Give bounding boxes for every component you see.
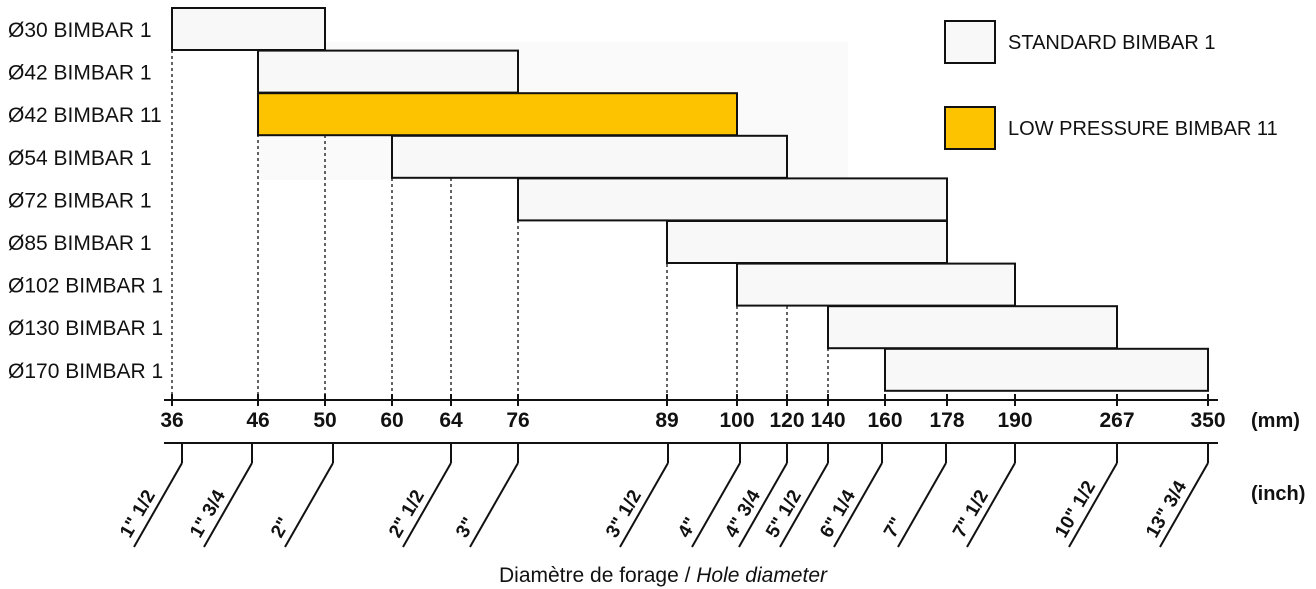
inch-leader [203, 462, 253, 548]
legend-swatch [944, 106, 996, 150]
legend-label: STANDARD BIMBAR 1 [1008, 32, 1215, 54]
inch-leader [738, 462, 788, 548]
mm-tick-label: 50 [313, 409, 336, 432]
category-label: Ø42 BIMBAR 1 [8, 62, 152, 85]
category-label: Ø42 BIMBAR 11 [8, 104, 162, 127]
inch-tick-label: 13" 3/4 [1142, 477, 1191, 541]
mm-tick-label: 140 [810, 409, 845, 432]
inch-leader [133, 462, 183, 548]
mm-tick-label: 100 [719, 409, 754, 432]
mm-unit-label: (mm) [1251, 410, 1300, 432]
mm-tick-label: 60 [380, 409, 403, 432]
inch-leader [779, 462, 829, 548]
mm-tick-label: 120 [769, 409, 804, 432]
mm-tick-label: 89 [655, 409, 678, 432]
inch-leader [691, 462, 741, 548]
x-axis-title: Diamètre de forage / Hole diameter [499, 564, 828, 587]
inch-unit-label: (inch) [1251, 483, 1305, 505]
range-bar [257, 92, 738, 137]
x-axis: 36 46 50 60 64 76 89 100 120 140 160 178 190 267 350 (m… [116, 394, 1305, 548]
inch-tick-label: 10" 1/2 [1051, 477, 1100, 541]
inch-leader [284, 462, 334, 548]
inch-leader [1159, 462, 1209, 548]
category-label: Ø170 BIMBAR 1 [8, 360, 163, 383]
range-bar [517, 177, 948, 222]
inch-leader [619, 462, 669, 548]
inch-leader [833, 462, 883, 548]
range-bars [171, 7, 1209, 392]
mm-tick-label: 64 [439, 409, 463, 432]
range-bar [171, 7, 326, 51]
category-label: Ø30 BIMBAR 1 [8, 19, 152, 42]
range-bar [257, 49, 519, 94]
category-label: Ø54 BIMBAR 1 [8, 147, 152, 170]
mm-tick-label: 160 [867, 409, 902, 432]
range-bar [736, 262, 1016, 307]
dashed-guides [171, 50, 829, 400]
inch-leader [966, 462, 1016, 548]
mm-tick-label: 267 [1099, 409, 1134, 432]
inch-leader [1068, 462, 1118, 548]
mm-tick-label: 190 [997, 409, 1032, 432]
legend-label: LOW PRESSURE BIMBAR 11 [1008, 118, 1278, 140]
inch-leader [897, 462, 947, 548]
range-bar [391, 134, 788, 179]
category-label: Ø72 BIMBAR 1 [8, 189, 152, 212]
legend: STANDARD BIMBAR 1 LOW PRESSURE BIMBAR 11 [944, 20, 1278, 150]
range-bar [884, 347, 1209, 392]
legend-swatch [944, 20, 996, 64]
category-label: Ø130 BIMBAR 1 [8, 317, 163, 340]
mm-tick-label: 36 [160, 409, 183, 432]
range-bar [827, 305, 1118, 350]
inch-leader [402, 462, 452, 548]
mm-tick-label: 76 [506, 409, 529, 432]
category-label: Ø85 BIMBAR 1 [8, 232, 152, 255]
range-bar [666, 220, 948, 264]
inch-leader [469, 462, 519, 548]
mm-tick-label: 46 [246, 409, 269, 432]
mm-tick-label: 350 [1190, 409, 1225, 432]
category-labels: Ø30 BIMBAR 1 Ø42 BIMBAR 1 Ø42 BIMBAR 11 Ø54… [8, 19, 163, 383]
mm-tick-label: 178 [929, 409, 964, 432]
category-label: Ø102 BIMBAR 1 [8, 275, 163, 298]
